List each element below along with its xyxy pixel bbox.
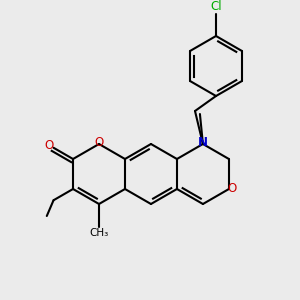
Text: Cl: Cl xyxy=(210,0,222,13)
Text: CH₃: CH₃ xyxy=(89,228,109,238)
Text: N: N xyxy=(198,136,208,149)
Text: O: O xyxy=(44,139,53,152)
Text: O: O xyxy=(94,136,103,149)
Text: O: O xyxy=(227,182,236,196)
